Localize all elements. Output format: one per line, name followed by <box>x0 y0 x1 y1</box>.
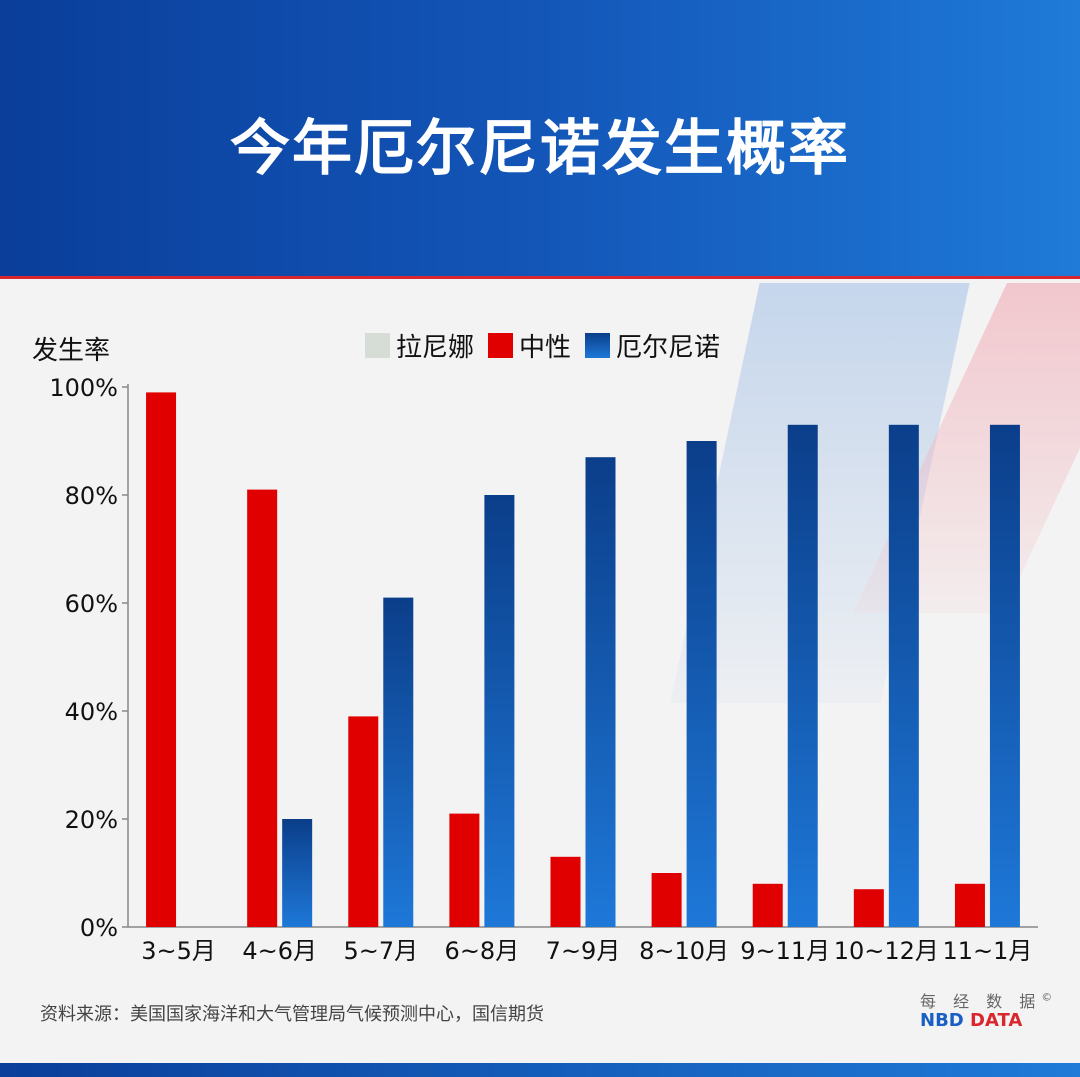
bar-neutral <box>449 813 480 927</box>
y-tick-label: 60% <box>65 590 118 618</box>
bar-el-nino <box>484 495 515 927</box>
legend-swatch-neutral <box>488 333 514 358</box>
legend-swatch-el-nino <box>585 333 611 358</box>
x-tick-label: 3~5月 <box>141 937 216 965</box>
bar-el-nino <box>888 424 919 927</box>
brand-cn: 每 经 数 据© <box>920 990 1053 1011</box>
y-tick-label: 20% <box>65 806 118 834</box>
bar-neutral <box>247 489 278 927</box>
bar-neutral <box>651 873 682 927</box>
bar-el-nino <box>787 424 818 927</box>
legend-item-el-nino: 厄尔尼诺 <box>585 327 720 364</box>
x-tick-label: 11~1月 <box>942 937 1032 965</box>
legend-label-el-nino: 厄尔尼诺 <box>616 333 721 363</box>
header-divider <box>0 276 1080 279</box>
x-tick-label: 8~10月 <box>639 937 729 965</box>
bar-neutral <box>146 392 177 927</box>
x-tick-label: 9~11月 <box>740 937 830 965</box>
legend-item-neutral: 中性 <box>488 327 571 364</box>
bar-el-nino <box>686 441 717 927</box>
bar-el-nino <box>383 597 414 927</box>
bar-el-nino <box>989 424 1020 927</box>
y-tick-label: 40% <box>65 698 118 726</box>
x-tick-label: 7~9月 <box>546 937 621 965</box>
source-note: 资料来源：美国国家海洋和大气管理局气候预测中心，国信期货 <box>40 1004 544 1025</box>
bar-neutral <box>853 889 884 927</box>
chart-legend: 拉尼娜 中性 厄尔尼诺 <box>365 327 734 364</box>
x-tick-label: 10~12月 <box>834 937 939 965</box>
brand-logo: NBD DATA <box>920 1010 1023 1031</box>
y-axis-label: 发生率 <box>32 336 111 366</box>
bar-neutral <box>348 716 379 927</box>
y-tick-label: 0% <box>80 914 118 942</box>
x-tick-label: 4~6月 <box>242 937 317 965</box>
page-title: 今年厄尔尼诺发生概率 <box>230 114 850 184</box>
x-tick-label: 5~7月 <box>343 937 418 965</box>
legend-label-la-nina: 拉尼娜 <box>396 333 475 363</box>
bar-neutral <box>752 883 783 927</box>
legend-item-la-nina: 拉尼娜 <box>365 327 474 364</box>
y-tick-label: 100% <box>49 374 118 402</box>
bar-el-nino <box>585 457 616 927</box>
legend-label-neutral: 中性 <box>519 333 572 363</box>
legend-swatch-la-nina <box>365 333 390 358</box>
footer-bar <box>0 1063 1080 1077</box>
bar-neutral <box>550 856 581 927</box>
y-tick-label: 80% <box>65 482 118 510</box>
bar-el-nino <box>282 819 313 927</box>
bar-neutral <box>954 883 985 927</box>
x-tick-label: 6~8月 <box>445 937 520 965</box>
header-banner <box>0 0 1080 278</box>
